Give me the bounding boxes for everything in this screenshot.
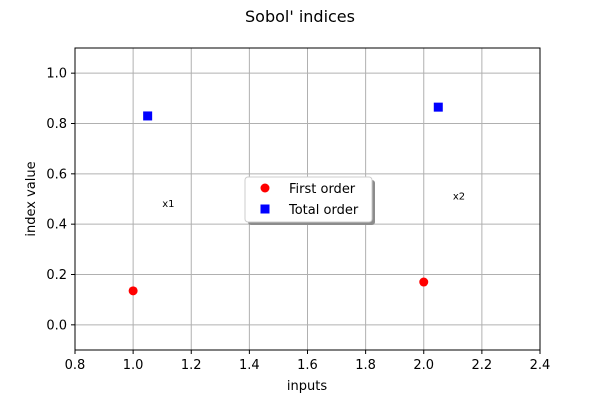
annotation-x1: x1 [162, 199, 174, 210]
legend-marker-total-order [260, 204, 270, 214]
annotation-x2: x2 [453, 191, 465, 202]
y-tick-label: 0.6 [46, 167, 67, 182]
ticks-layer: 0.8 1.0 1.2 1.4 1.6 1.8 2.0 2.2 2.4 0.0 0.2 0.4 0.6 0… [46, 67, 550, 373]
legend: First order Total order [244, 176, 375, 225]
legend-marker-first-order [260, 183, 270, 193]
annotations-layer: x1 x2 [162, 191, 465, 210]
x-tick-label: 0.8 [65, 358, 86, 373]
x-tick-label: 1.8 [355, 358, 376, 373]
chart-title: Sobol' indices [245, 7, 355, 26]
legend-box [244, 176, 373, 223]
x-tick-label: 1.2 [181, 358, 202, 373]
legend-label-first-order: First order [289, 182, 356, 197]
y-axis-label: index value [24, 161, 39, 236]
x-tick-label: 1.6 [297, 358, 318, 373]
x-tick-label: 2.2 [472, 358, 493, 373]
legend-label-total-order: Total order [288, 203, 359, 218]
y-tick-label: 0.8 [46, 117, 67, 132]
y-tick-label: 1.0 [46, 67, 67, 82]
point-first-order [128, 286, 138, 296]
x-tick-label: 2.0 [413, 358, 434, 373]
plot-frame [74, 47, 541, 351]
y-tick-label: 0.2 [46, 268, 67, 283]
x-tick-label: 2.4 [530, 358, 551, 373]
points-layer [128, 102, 443, 296]
y-tick-label: 0.4 [46, 218, 67, 233]
point-total-order [433, 102, 443, 112]
point-total-order [143, 111, 153, 121]
x-tick-label: 1.4 [239, 358, 260, 373]
x-tick-label: 1.0 [123, 358, 144, 373]
x-axis-label: inputs [287, 379, 327, 394]
point-first-order [419, 277, 429, 287]
y-tick-label: 0.0 [46, 318, 67, 333]
